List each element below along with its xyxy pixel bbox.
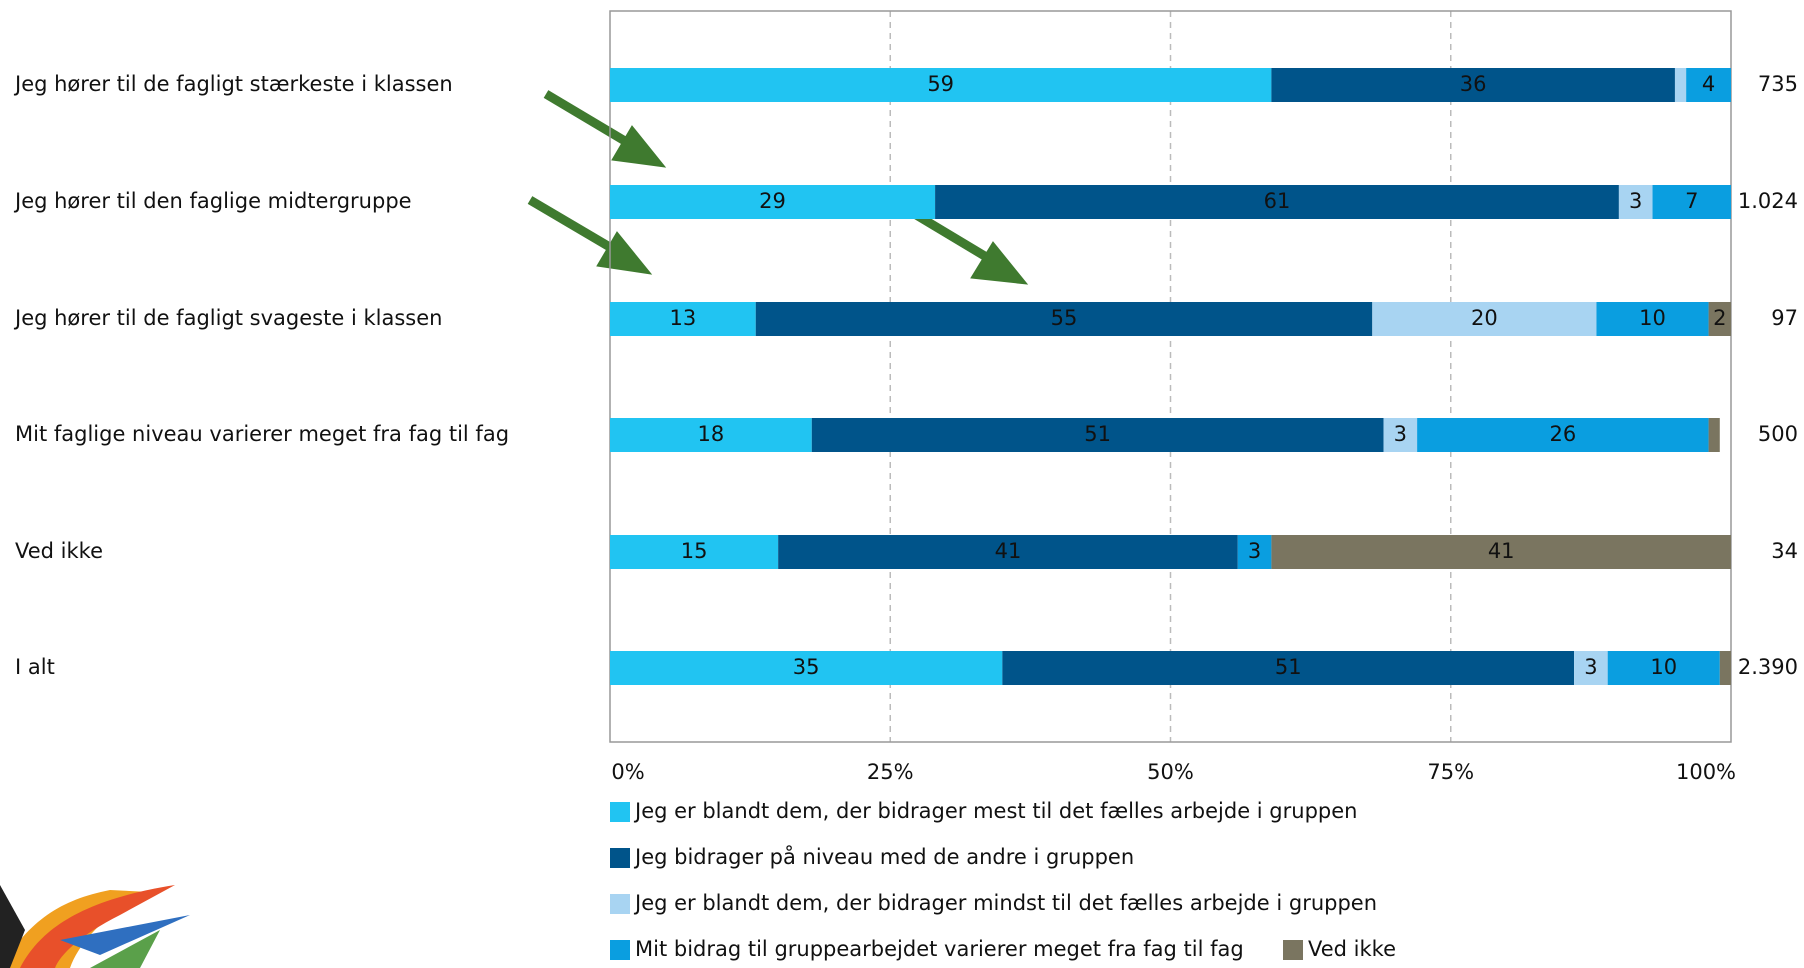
data-label: 29	[759, 189, 786, 213]
legend-swatch	[1283, 940, 1303, 960]
legend-swatch	[610, 894, 630, 914]
data-label: 59	[927, 72, 954, 96]
legend-label: Jeg er blandt dem, der bidrager mest til…	[633, 799, 1357, 823]
data-label: 10	[1650, 655, 1677, 679]
total-label: 34	[1771, 539, 1798, 563]
category-label: Jeg hører til de fagligt svageste i klas…	[13, 306, 442, 330]
x-tick-label: 0%	[611, 760, 644, 784]
bar-segment	[1237, 535, 1272, 569]
bar-segment	[1708, 302, 1731, 336]
bar-segment	[1574, 651, 1608, 685]
category-label: Jeg hører til de fagligt stærkeste i kla…	[13, 72, 453, 96]
bar-segment	[1002, 651, 1575, 685]
bar-segment	[1383, 418, 1418, 452]
logo-shape	[0, 885, 25, 968]
data-label: 3	[1629, 189, 1642, 213]
data-label: 15	[681, 539, 708, 563]
data-label: 20	[1471, 306, 1498, 330]
data-label: 51	[1084, 422, 1111, 446]
bar-segment	[811, 418, 1384, 452]
x-tick-label: 100%	[1676, 760, 1736, 784]
arrow-head	[611, 125, 667, 168]
legend-label: Jeg bidrager på niveau med de andre i gr…	[633, 844, 1134, 869]
data-label: 51	[1275, 655, 1302, 679]
bar-segment	[1708, 418, 1720, 452]
bar-segment	[1686, 68, 1731, 102]
bar-segment	[935, 185, 1619, 219]
logo	[0, 885, 190, 968]
bar-segment	[610, 651, 1003, 685]
bar-segment	[610, 302, 756, 336]
bar-segment	[610, 185, 936, 219]
total-label: 97	[1771, 306, 1798, 330]
logo-shape	[60, 915, 190, 955]
bar-segment	[610, 535, 779, 569]
legend-label: Ved ikke	[1308, 937, 1396, 961]
data-label: 2	[1713, 306, 1726, 330]
data-label: 7	[1685, 189, 1698, 213]
data-label: 55	[1051, 306, 1078, 330]
x-tick-label: 75%	[1427, 760, 1474, 784]
logo-shape	[20, 885, 175, 968]
bar-segment	[1417, 418, 1709, 452]
data-label: 26	[1549, 422, 1576, 446]
category-label: Ved ikke	[15, 539, 103, 563]
arrow-head	[596, 231, 653, 275]
data-label: 3	[1394, 422, 1407, 446]
data-label: 4	[1702, 72, 1715, 96]
bar-segment	[1271, 68, 1675, 102]
bar-segment	[610, 418, 812, 452]
data-label: 13	[669, 306, 696, 330]
data-label: 36	[1460, 72, 1487, 96]
data-label: 3	[1584, 655, 1597, 679]
bar-segment	[755, 302, 1373, 336]
total-label: 500	[1758, 422, 1798, 446]
arrow-head	[970, 241, 1029, 285]
legend-swatch	[610, 940, 630, 960]
x-tick-label: 50%	[1147, 760, 1194, 784]
data-label: 41	[995, 539, 1022, 563]
data-label: 3	[1248, 539, 1261, 563]
bar-segment	[1674, 68, 1687, 102]
category-label: I alt	[15, 655, 55, 679]
category-label: Mit faglige niveau varierer meget fra fa…	[15, 422, 509, 446]
data-label: 35	[793, 655, 820, 679]
total-label: 2.390	[1738, 655, 1798, 679]
legend-swatch	[610, 848, 630, 868]
category-label: Jeg hører til den faglige midtergruppe	[13, 189, 412, 213]
bar-segment	[1596, 302, 1709, 336]
bar-segment	[1607, 651, 1720, 685]
bar-segment	[1271, 535, 1731, 569]
bar-segment	[1372, 302, 1597, 336]
total-label: 1.024	[1738, 189, 1798, 213]
bar-segment	[778, 535, 1238, 569]
data-label: 41	[1488, 539, 1515, 563]
bar-segment	[1652, 185, 1731, 219]
data-label: 10	[1639, 306, 1666, 330]
bar-segment	[1719, 651, 1731, 685]
legend-label: Jeg er blandt dem, der bidrager mindst t…	[633, 891, 1377, 915]
total-label: 735	[1758, 72, 1798, 96]
legend-swatch	[610, 802, 630, 822]
data-label: 18	[698, 422, 725, 446]
bar-segment	[1618, 185, 1653, 219]
logo-shape	[90, 930, 160, 968]
plot-frame	[609, 10, 1732, 743]
legend-label: Mit bidrag til gruppearbejdet varierer m…	[635, 937, 1244, 961]
data-label: 61	[1264, 189, 1291, 213]
x-tick-label: 25%	[867, 760, 914, 784]
bar-segment	[610, 68, 1272, 102]
